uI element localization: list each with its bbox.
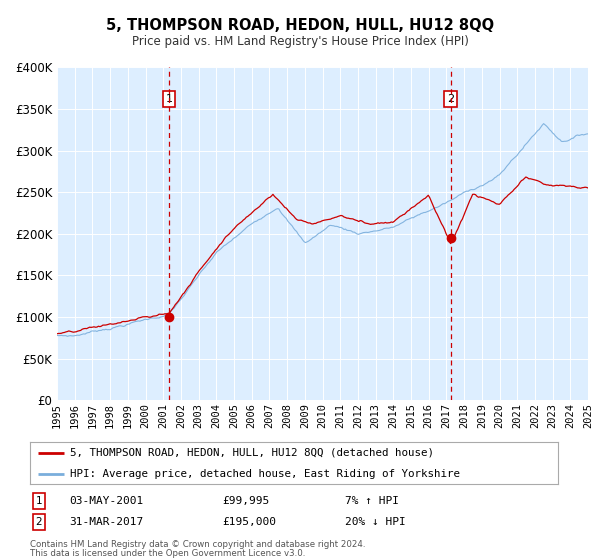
Text: 1: 1 xyxy=(166,94,173,104)
Text: £99,995: £99,995 xyxy=(222,496,269,506)
Text: Price paid vs. HM Land Registry's House Price Index (HPI): Price paid vs. HM Land Registry's House … xyxy=(131,35,469,49)
Text: 31-MAR-2017: 31-MAR-2017 xyxy=(69,517,143,527)
Text: 03-MAY-2001: 03-MAY-2001 xyxy=(69,496,143,506)
Text: 2: 2 xyxy=(35,517,43,527)
Text: 20% ↓ HPI: 20% ↓ HPI xyxy=(345,517,406,527)
Text: 5, THOMPSON ROAD, HEDON, HULL, HU12 8QQ: 5, THOMPSON ROAD, HEDON, HULL, HU12 8QQ xyxy=(106,18,494,32)
Text: This data is licensed under the Open Government Licence v3.0.: This data is licensed under the Open Gov… xyxy=(30,549,305,558)
Text: 5, THOMPSON ROAD, HEDON, HULL, HU12 8QQ (detached house): 5, THOMPSON ROAD, HEDON, HULL, HU12 8QQ … xyxy=(70,448,434,458)
Text: 1: 1 xyxy=(35,496,43,506)
Text: £195,000: £195,000 xyxy=(222,517,276,527)
Text: Contains HM Land Registry data © Crown copyright and database right 2024.: Contains HM Land Registry data © Crown c… xyxy=(30,540,365,549)
Text: 7% ↑ HPI: 7% ↑ HPI xyxy=(345,496,399,506)
Text: HPI: Average price, detached house, East Riding of Yorkshire: HPI: Average price, detached house, East… xyxy=(70,469,460,479)
Text: 2: 2 xyxy=(447,94,454,104)
